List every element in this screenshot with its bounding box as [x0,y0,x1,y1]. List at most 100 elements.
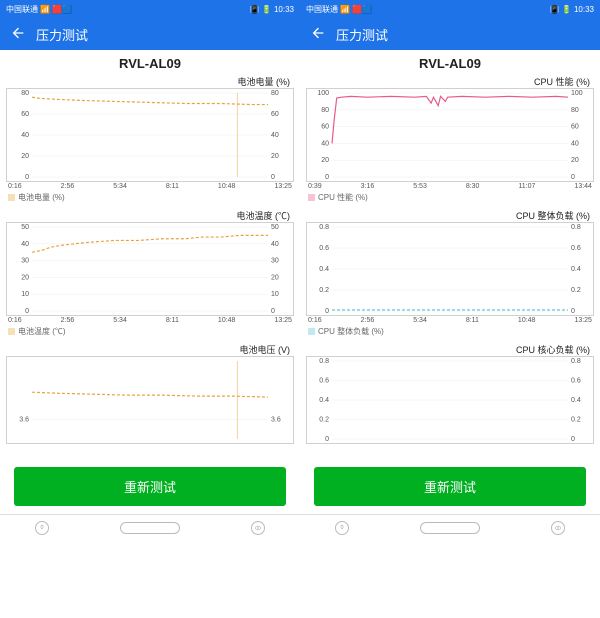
svg-text:10: 10 [21,291,29,298]
app-bar: 压力测试 [0,18,300,50]
svg-text:60: 60 [571,124,579,131]
x-axis: 0:162:565:348:1110:4813:25 [6,316,294,324]
svg-text:0: 0 [571,436,575,443]
chart: CPU 性能 (%)0204060801000204060801000:393:… [300,73,600,207]
svg-text:40: 40 [271,241,279,248]
app-bar: 压力测试 [300,18,600,50]
svg-text:20: 20 [271,274,279,281]
device-title: RVL-AL09 [0,50,300,73]
appbar-title: 压力测试 [36,25,88,44]
svg-text:3.6: 3.6 [19,417,29,424]
svg-text:60: 60 [21,111,29,118]
svg-text:0.6: 0.6 [319,245,329,252]
svg-text:0: 0 [271,174,275,181]
svg-text:0.8: 0.8 [571,358,581,365]
chart-box: 0 10 20 30 40 50 0 10 20 30 40 50 [6,222,294,316]
back-icon[interactable] [10,25,26,44]
svg-text:100: 100 [571,90,583,97]
x-axis: 0:162:565:348:1110:4813:25 [6,182,294,190]
chart: 电池温度 (℃) 0 10 20 30 40 50 0 10 20 30 40 50 0:162:565:… [0,207,300,341]
svg-text:0.4: 0.4 [571,397,581,404]
chart-box: 3.6 3.6 [6,356,294,444]
svg-text:0.2: 0.2 [571,287,581,294]
chart-title: CPU 整体负载 (%) [306,207,594,222]
svg-text:80: 80 [21,90,29,97]
svg-text:0: 0 [271,308,275,315]
svg-text:0: 0 [25,174,29,181]
svg-text:0: 0 [571,174,575,181]
svg-text:40: 40 [271,132,279,139]
svg-text:0: 0 [25,308,29,315]
svg-text:0.4: 0.4 [319,397,329,404]
svg-text:60: 60 [271,111,279,118]
svg-text:40: 40 [321,140,329,147]
status-bar: 中国联通 📶 🟥🟦📳 🔋 10:33 [0,0,300,18]
chart-title: 电池温度 (℃) [6,207,294,222]
svg-text:0.8: 0.8 [571,224,581,231]
nav-bar [300,514,600,540]
mic-icon[interactable] [35,521,49,535]
svg-text:0.6: 0.6 [319,378,329,385]
svg-text:0: 0 [325,174,329,181]
chart-title: CPU 核心负载 (%) [306,341,594,356]
svg-text:30: 30 [271,258,279,265]
chart-box: 00.20.40.60.800.20.40.60.8 [306,222,594,316]
svg-text:0.8: 0.8 [319,224,329,231]
nav-home[interactable] [120,522,180,534]
svg-text:0.2: 0.2 [319,417,329,424]
chart-legend: CPU 整体负载 (%) [306,324,594,341]
chart-legend [6,444,294,459]
nav-bar [0,514,300,540]
chart-legend: 电池电量 (%) [6,190,294,207]
chart: CPU 整体负载 (%)00.20.40.60.800.20.40.60.80:… [300,207,600,341]
eye-icon[interactable] [251,521,265,535]
chart: CPU 核心负载 (%) 0 0.2 0.4 0.6 0.8 0 0.2 0.4 0.6 0.8 [300,341,600,459]
device-title: RVL-AL09 [300,50,600,73]
chart-legend: CPU 性能 (%) [306,190,594,207]
svg-text:50: 50 [21,224,29,231]
retest-button[interactable]: 重新测试 [314,467,586,506]
chart-legend: 电池温度 (℃) [6,324,294,341]
chart-title: 电池电压 (V) [6,341,294,356]
svg-text:0.2: 0.2 [571,417,581,424]
svg-text:10: 10 [271,291,279,298]
svg-text:20: 20 [21,153,29,160]
svg-text:20: 20 [271,153,279,160]
svg-text:60: 60 [321,124,329,131]
svg-text:0.2: 0.2 [319,287,329,294]
svg-text:0.8: 0.8 [319,358,329,365]
svg-text:50: 50 [271,224,279,231]
x-axis: 0:162:565:348:1110:4813:25 [306,316,594,324]
retest-button[interactable]: 重新测试 [14,467,286,506]
svg-text:80: 80 [321,107,329,114]
svg-text:20: 20 [21,274,29,281]
svg-text:0: 0 [325,436,329,443]
svg-text:0.6: 0.6 [571,378,581,385]
chart-legend [306,444,594,459]
svg-text:0.6: 0.6 [571,245,581,252]
dual-screenshot: 中国联通 📶 🟥🟦📳 🔋 10:33 压力测试 RVL-AL09 电池电量 (%) 0 2… [0,0,600,540]
svg-text:0: 0 [571,308,575,315]
chart-title: CPU 性能 (%) [306,73,594,88]
back-icon[interactable] [310,25,326,44]
svg-text:0.4: 0.4 [319,266,329,273]
svg-text:40: 40 [21,132,29,139]
status-bar: 中国联通 📶 🟥🟦📳 🔋 10:33 [300,0,600,18]
mic-icon[interactable] [335,521,349,535]
svg-text:0.4: 0.4 [571,266,581,273]
svg-text:40: 40 [571,140,579,147]
nav-home[interactable] [420,522,480,534]
svg-text:3.6: 3.6 [271,417,281,424]
x-axis: 0:393:165:538:3011:0713:44 [306,182,594,190]
chart: 电池电量 (%)0204060800204060800:162:565:348:… [0,73,300,207]
eye-icon[interactable] [551,521,565,535]
chart-box: 020406080020406080 [6,88,294,182]
svg-text:20: 20 [571,157,579,164]
svg-text:30: 30 [21,258,29,265]
chart-box: 0 0.2 0.4 0.6 0.8 0 0.2 0.4 0.6 0.8 [306,356,594,444]
svg-text:100: 100 [317,90,329,97]
chart-box: 020406080100020406080100 [306,88,594,182]
svg-text:40: 40 [21,241,29,248]
chart: 电池电压 (V) 3.6 3.6 [0,341,300,459]
appbar-title: 压力测试 [336,25,388,44]
